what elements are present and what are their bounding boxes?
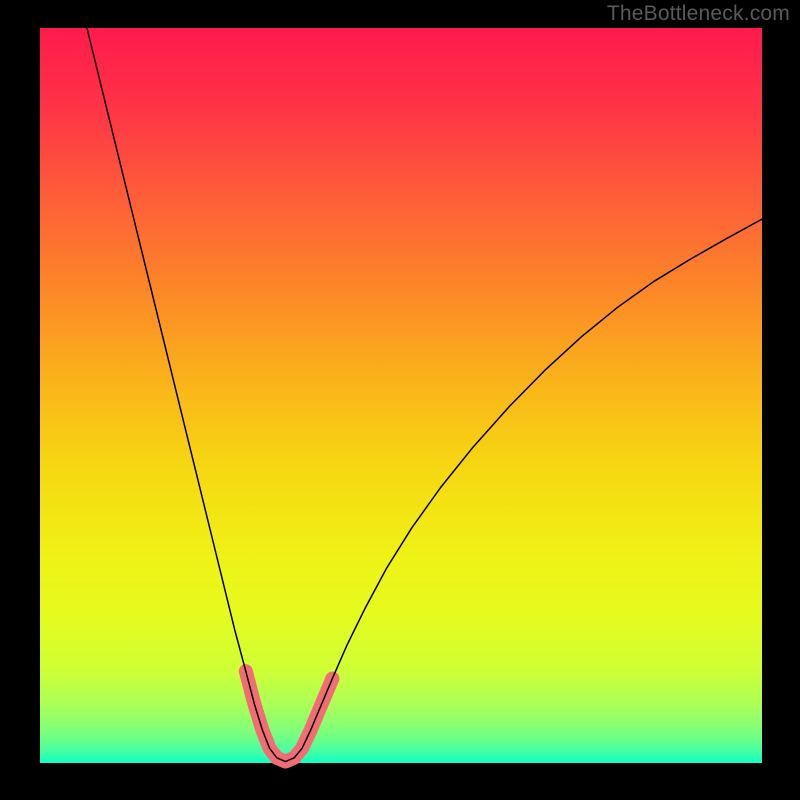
chart-container: TheBottleneck.com — [0, 0, 800, 800]
plot-area — [40, 28, 762, 763]
curve-svg — [40, 28, 762, 763]
watermark-text: TheBottleneck.com — [607, 2, 790, 26]
bottleneck-curve — [87, 28, 762, 762]
